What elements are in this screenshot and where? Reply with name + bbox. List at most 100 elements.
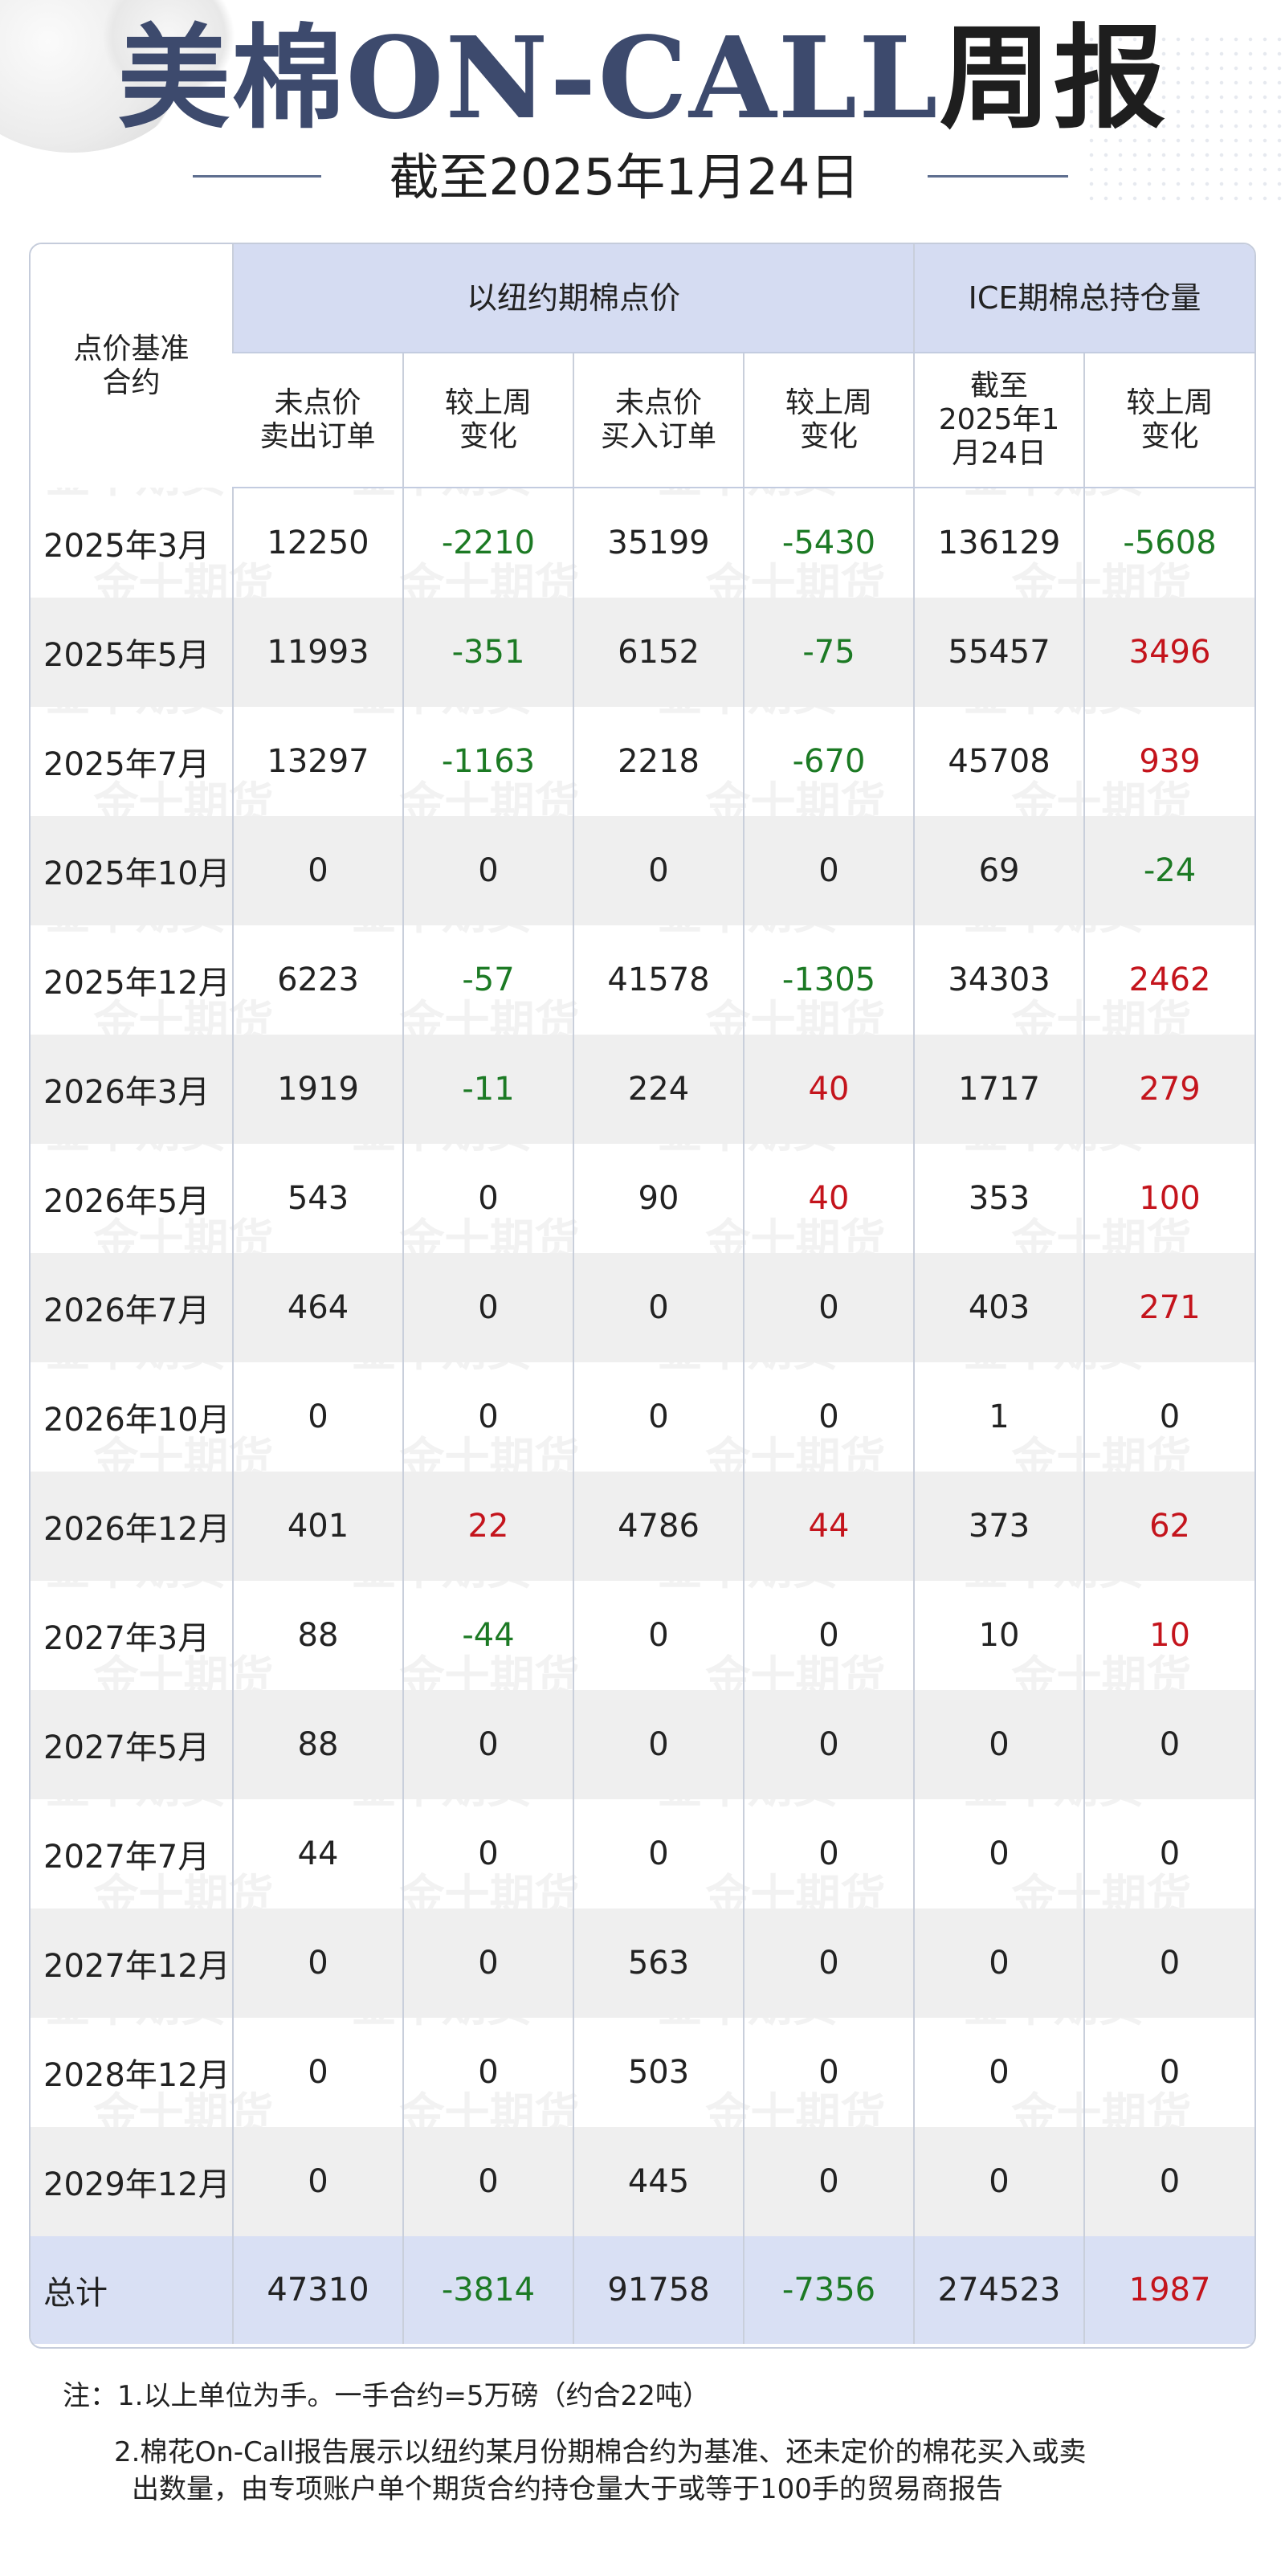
contract-month: 2027年5月 bbox=[31, 1690, 233, 1799]
table-cell: 224 bbox=[573, 1035, 744, 1144]
table-cell: 0 bbox=[573, 1799, 744, 1909]
subtitle-row: 截至2025年1月24日 bbox=[0, 137, 1285, 209]
subtitle-divider-right bbox=[928, 175, 1068, 178]
table-cell: 2218 bbox=[573, 707, 744, 816]
table-cell: 0 bbox=[742, 2018, 915, 2127]
contract-month: 2029年12月 bbox=[31, 2127, 233, 2236]
table-cell: -75 bbox=[742, 598, 915, 707]
cotton-decoration bbox=[96, 0, 241, 96]
table-cell: 100 bbox=[1083, 1144, 1254, 1253]
contract-month: 2025年10月 bbox=[31, 816, 233, 925]
title-part-2: 周报 bbox=[939, 13, 1168, 145]
on-call-table: 点价基准 合约 以纽约期棉点价 ICE期棉总持仓量 未点价 卖出订单 较上周 变化… bbox=[31, 244, 1254, 2344]
contract-month: 2026年10月 bbox=[43, 1402, 230, 1439]
table-cell: 0 bbox=[402, 816, 573, 925]
table-cell: 91758 bbox=[573, 2236, 744, 2344]
column-header: 较上周 变化 bbox=[402, 353, 573, 488]
table-cell: 0 bbox=[402, 1690, 573, 1799]
table-cell: 0 bbox=[1083, 1909, 1254, 2018]
table-row: 2029年12月 0 0 445 0 0 0 bbox=[31, 2127, 1254, 2236]
table-cell: 0 bbox=[232, 1362, 403, 1472]
table-cell: 0 bbox=[1083, 2018, 1254, 2127]
table-cell: 0 bbox=[232, 2127, 403, 2236]
table-cell: -7356 bbox=[742, 2236, 915, 2344]
table-cell: 10 bbox=[1083, 1581, 1254, 1690]
table-row: 2025年3月 12250 -2210 35199 -5430 136129 -5608 bbox=[31, 488, 1254, 598]
group-header-ice-open-interest: ICE期棉总持仓量 bbox=[913, 244, 1254, 353]
table-cell: 55457 bbox=[913, 598, 1085, 707]
contract-month: 2027年7月 bbox=[43, 1839, 210, 1876]
contract-month: 2026年7月 bbox=[31, 1253, 233, 1362]
column-header: 未点价 买入订单 bbox=[573, 353, 744, 488]
table-cell: 2462 bbox=[1083, 925, 1254, 1035]
table-cell: 90 bbox=[573, 1144, 744, 1253]
table-cell: 0 bbox=[573, 1253, 744, 1362]
table-row: 2027年3月 88 -44 0 0 10 10 bbox=[31, 1581, 1254, 1690]
table-cell: 88 bbox=[232, 1581, 403, 1690]
table-cell: 0 bbox=[742, 1690, 915, 1799]
table-cell: 0 bbox=[742, 2127, 915, 2236]
table-cell: -2210 bbox=[402, 488, 573, 598]
table-cell: 10 bbox=[913, 1581, 1085, 1690]
table-cell: 0 bbox=[232, 816, 403, 925]
table-cell: 6152 bbox=[573, 598, 744, 707]
report-date: 截至2025年1月24日 bbox=[389, 148, 860, 206]
table-cell: 0 bbox=[1083, 2127, 1254, 2236]
table-cell: -351 bbox=[402, 598, 573, 707]
table-cell: 88 bbox=[232, 1690, 403, 1799]
table-cell: 0 bbox=[913, 1799, 1085, 1909]
table-cell: 6223 bbox=[232, 925, 403, 1035]
table-row: 2026年3月 1919 -11 224 40 1717 279 bbox=[31, 1035, 1254, 1144]
table-cell: 0 bbox=[402, 2127, 573, 2236]
table-cell: 563 bbox=[573, 1909, 744, 2018]
table-cell: 34303 bbox=[913, 925, 1085, 1035]
column-header: 未点价 卖出订单 bbox=[233, 353, 403, 488]
table-cell: 45708 bbox=[913, 707, 1085, 816]
total-label: 总计 bbox=[31, 2236, 233, 2344]
table-row: 2027年12月 0 0 563 0 0 0 bbox=[31, 1909, 1254, 2018]
table-cell: 12250 bbox=[232, 488, 403, 598]
table-cell: 401 bbox=[232, 1472, 403, 1581]
table-cell: 274523 bbox=[913, 2236, 1085, 2344]
table-cell: 0 bbox=[913, 1909, 1085, 2018]
column-header: 较上周 变化 bbox=[742, 353, 915, 488]
table-cell: 0 bbox=[402, 2018, 573, 2127]
table-cell: 0 bbox=[742, 1362, 915, 1472]
table-cell: 0 bbox=[573, 1581, 744, 1690]
table-cell: 69 bbox=[913, 816, 1085, 925]
table-cell: 0 bbox=[742, 1799, 915, 1909]
table-row: 2026年10月 0 0 0 0 1 0 bbox=[31, 1362, 1254, 1472]
contract-month: 2025年3月 bbox=[43, 527, 210, 565]
contract-month: 2027年3月 bbox=[43, 1620, 210, 1657]
sub-header-row: 未点价 卖出订单 较上周 变化 未点价 买入订单 较上周 变化 截至 2025年1 月2… bbox=[31, 353, 1254, 488]
table-row: 2028年12月 0 0 503 0 0 0 bbox=[31, 2018, 1254, 2127]
contract-month: 2026年3月 bbox=[31, 1035, 233, 1144]
table-cell: -44 bbox=[402, 1581, 573, 1690]
contract-month: 2027年12月 bbox=[31, 1909, 233, 2018]
table-cell: 271 bbox=[1083, 1253, 1254, 1362]
table-cell: 0 bbox=[573, 1690, 744, 1799]
table-cell: -57 bbox=[402, 925, 573, 1035]
table-cell: 0 bbox=[402, 1253, 573, 1362]
table-cell: -5430 bbox=[742, 488, 915, 598]
table-cell: 0 bbox=[402, 1909, 573, 2018]
table-cell: -3814 bbox=[402, 2236, 573, 2344]
title-part-1: 美棉ON-CALL bbox=[117, 13, 940, 145]
table-cell: 0 bbox=[913, 1690, 1085, 1799]
table-cell: 0 bbox=[232, 2018, 403, 2127]
table-cell: 62 bbox=[1083, 1472, 1254, 1581]
table-cell: 403 bbox=[913, 1253, 1085, 1362]
table-cell: 464 bbox=[232, 1253, 403, 1362]
table-cell: 0 bbox=[402, 1799, 573, 1909]
table-row: 2025年10月 0 0 0 0 69 -24 bbox=[31, 816, 1254, 925]
table-cell: 0 bbox=[402, 1144, 573, 1253]
table-cell: 0 bbox=[1083, 1362, 1254, 1472]
table-cell: 0 bbox=[742, 816, 915, 925]
table-cell: 0 bbox=[913, 2127, 1085, 2236]
table-cell: 0 bbox=[573, 816, 744, 925]
table-cell: 445 bbox=[573, 2127, 744, 2236]
table-cell: 1717 bbox=[913, 1035, 1085, 1144]
table-cell: 0 bbox=[232, 1909, 403, 2018]
table-row: 2026年7月 464 0 0 0 403 271 bbox=[31, 1253, 1254, 1362]
table-cell: -1305 bbox=[742, 925, 915, 1035]
